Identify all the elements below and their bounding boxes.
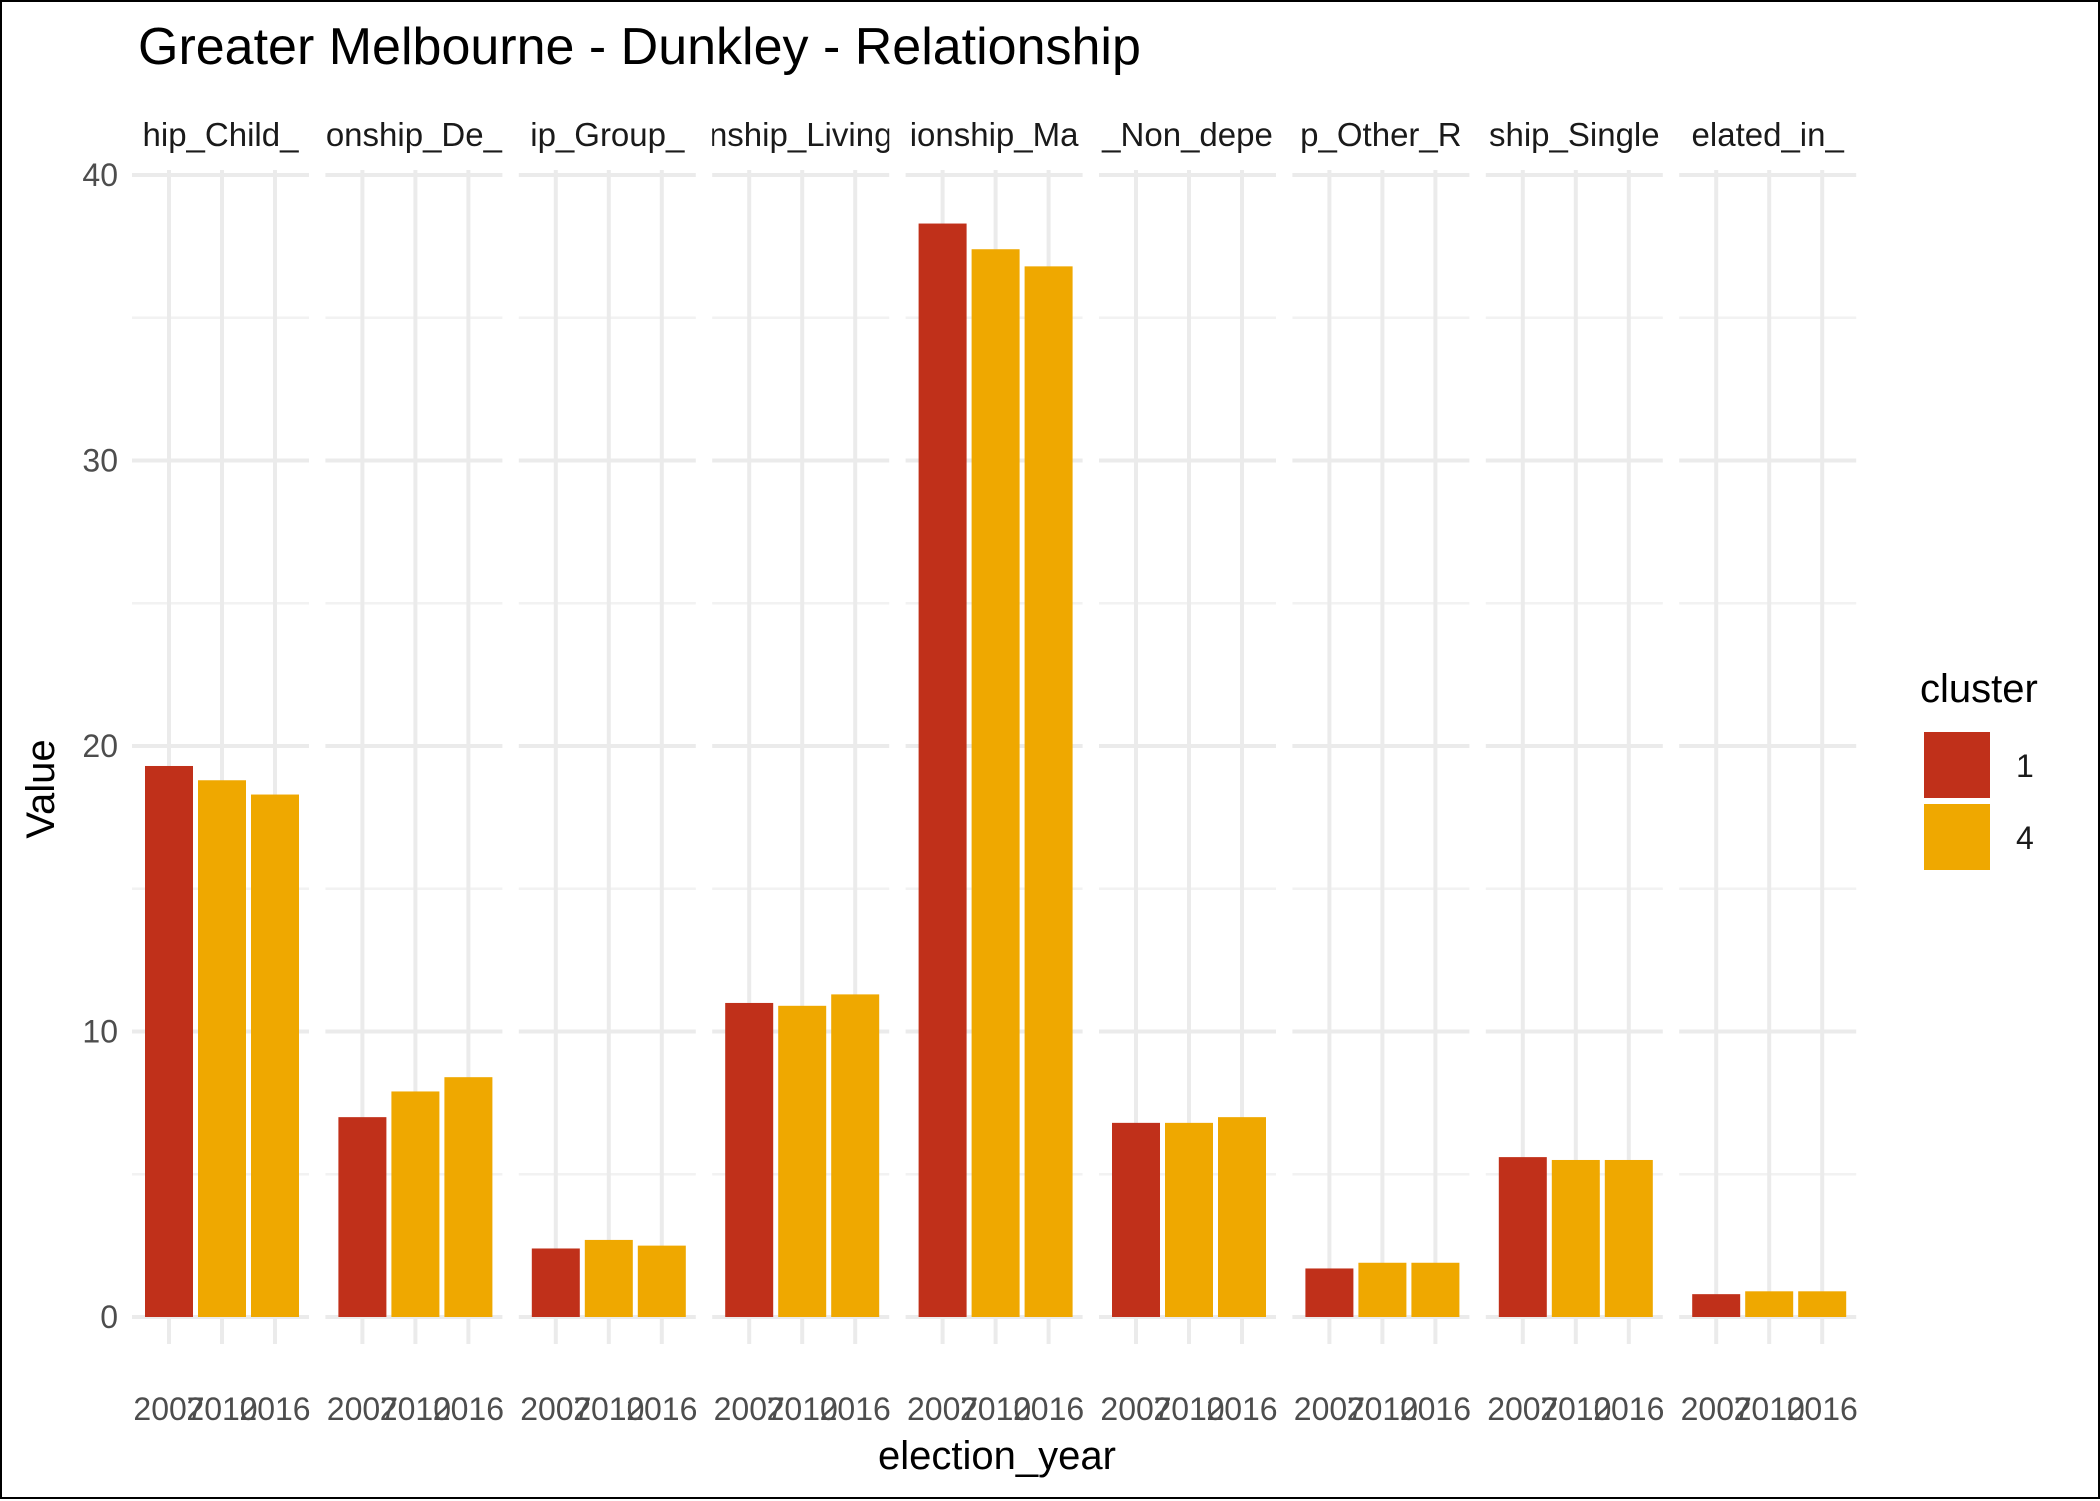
bar: [338, 1117, 387, 1317]
legend-title: cluster: [1920, 667, 2038, 711]
bar: [251, 794, 299, 1317]
bar: [1692, 1294, 1741, 1317]
bar: [198, 780, 246, 1317]
x-tick-label: 2016: [1593, 1391, 1664, 1427]
x-tick-label: 2010: [1153, 1391, 1224, 1427]
y-tick-label: 20: [82, 728, 118, 764]
x-tick-label: 2016: [1787, 1391, 1858, 1427]
bar: [1305, 1268, 1354, 1317]
bar: [1165, 1122, 1213, 1317]
x-tick-label: 2016: [1013, 1391, 1084, 1427]
facet-strip-label: _Non_depe: [1101, 116, 1273, 153]
legend-key: [1924, 804, 1990, 870]
bar: [391, 1091, 440, 1317]
bar: [584, 1239, 633, 1317]
y-axis-title: Value: [19, 739, 63, 838]
chart-title: Greater Melbourne - Dunkley - Relationsh…: [138, 18, 1141, 76]
x-tick-label: 2016: [1206, 1391, 1277, 1427]
bar: [1745, 1291, 1794, 1317]
x-tick-label: 2010: [1734, 1391, 1805, 1427]
bar: [1551, 1159, 1600, 1317]
facet-strips: hip_Child_ onship_De_ ip_Group_ nship_Livin…: [143, 116, 1845, 153]
bar: [1604, 1159, 1653, 1317]
legend-key: [1924, 732, 1990, 798]
bar: [145, 765, 193, 1317]
x-tick-label: 2016: [1400, 1391, 1471, 1427]
y-tick-label: 30: [82, 443, 118, 479]
bar: [1411, 1262, 1460, 1317]
x-axis-title: election_year: [878, 1434, 1116, 1478]
x-tick-label: 2007: [714, 1391, 785, 1427]
bar: [1498, 1157, 1547, 1317]
y-tick-label: 40: [82, 157, 118, 193]
x-tick-label: 2010: [1347, 1391, 1418, 1427]
x-tick-label: 2007: [1681, 1391, 1752, 1427]
x-tick-label: 2007: [133, 1391, 204, 1427]
y-tick-label: 0: [100, 1299, 118, 1335]
x-tick-label: 2010: [960, 1391, 1031, 1427]
facet-strip-label: ip_Group_: [530, 116, 685, 153]
bar: [725, 1002, 774, 1317]
bar: [637, 1245, 686, 1317]
facet-strip-label: ship_Single: [1489, 116, 1660, 153]
legend-label: 4: [2016, 820, 2034, 856]
y-axis-ticks: 0 10 20 30 40: [82, 157, 118, 1335]
facet-strip-label: ionship_Ma: [910, 116, 1079, 153]
x-tick-label: 2007: [327, 1391, 398, 1427]
bar: [531, 1248, 580, 1317]
bar: [971, 249, 1020, 1318]
bars-layer: [145, 223, 1847, 1318]
bar: [778, 1005, 827, 1317]
bar: [831, 994, 880, 1317]
facet-strip-label: onship_De_: [326, 116, 503, 153]
bar: [918, 223, 967, 1317]
legend-items: 14: [1924, 732, 2034, 870]
facet-panel: [1679, 170, 1857, 1344]
bar: [1358, 1262, 1407, 1317]
legend: cluster 14: [1920, 667, 2038, 870]
x-tick-label: 2016: [433, 1391, 504, 1427]
bar: [1218, 1117, 1266, 1317]
x-tick-label: 2007: [1294, 1391, 1365, 1427]
x-tick-label: 2010: [1540, 1391, 1611, 1427]
x-tick-label: 2010: [767, 1391, 838, 1427]
x-tick-label: 2010: [573, 1391, 644, 1427]
bar: [1112, 1122, 1160, 1317]
facet-strip-label: elated_in_: [1692, 116, 1845, 153]
legend-label: 1: [2016, 748, 2034, 784]
x-tick-label: 2016: [820, 1391, 891, 1427]
x-tick-label: 2010: [186, 1391, 257, 1427]
bar: [1798, 1291, 1847, 1317]
x-tick-label: 2007: [520, 1391, 591, 1427]
facet-strip-label: p_Other_R: [1300, 116, 1461, 153]
x-tick-label: 2007: [907, 1391, 978, 1427]
y-tick-label: 10: [82, 1014, 118, 1050]
x-tick-label: 2007: [1487, 1391, 1558, 1427]
facet-panel: [1292, 170, 1470, 1344]
x-tick-label: 2007: [1100, 1391, 1171, 1427]
facet-strip-label: hip_Child_: [143, 116, 300, 153]
bar: [444, 1077, 493, 1317]
bar: [1024, 266, 1073, 1317]
x-tick-label: 2016: [626, 1391, 697, 1427]
facet-strip-label: nship_Living: [709, 116, 892, 153]
x-tick-label: 2010: [380, 1391, 451, 1427]
x-tick-label: 2016: [239, 1391, 310, 1427]
facet-panel: [518, 170, 696, 1344]
